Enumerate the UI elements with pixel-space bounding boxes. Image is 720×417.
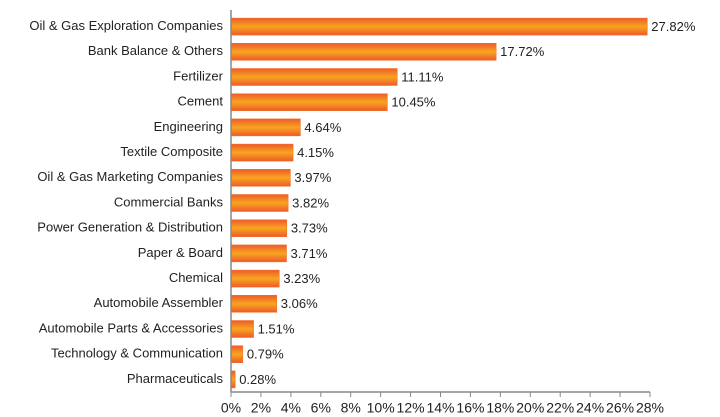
bar xyxy=(230,43,497,61)
x-tick-label: 12% xyxy=(397,400,425,416)
bar xyxy=(230,143,294,162)
y-tick-label: Paper & Board xyxy=(138,245,223,260)
data-label: 3.23% xyxy=(283,271,320,286)
x-tick-label: 14% xyxy=(426,400,454,416)
data-label: 3.71% xyxy=(291,246,328,261)
data-label: 1.51% xyxy=(258,321,295,336)
bar xyxy=(230,194,289,212)
data-label: 4.64% xyxy=(304,120,341,135)
y-tick-label: Pharmaceuticals xyxy=(127,371,224,386)
data-label: 0.28% xyxy=(239,372,276,387)
data-label: 3.97% xyxy=(294,170,331,185)
bar xyxy=(230,17,648,36)
y-tick-label: Chemical xyxy=(169,270,223,285)
data-label: 4.15% xyxy=(297,145,334,160)
y-tick-label: Automobile Parts & Accessories xyxy=(39,320,224,335)
x-tick-label: 4% xyxy=(281,400,301,416)
x-tick-label: 0% xyxy=(221,400,241,416)
y-tick-label: Power Generation & Distribution xyxy=(37,220,223,235)
data-label: 27.82% xyxy=(651,19,696,34)
x-tick-label: 2% xyxy=(251,400,271,416)
x-tick-label: 6% xyxy=(311,400,331,416)
data-label: 3.82% xyxy=(292,195,329,210)
bar xyxy=(230,269,280,288)
y-tick-label: Commercial Banks xyxy=(114,194,224,209)
data-label: 17.72% xyxy=(500,44,545,59)
y-tick-label: Technology & Communication xyxy=(51,346,223,361)
x-tick-label: 18% xyxy=(486,400,514,416)
y-tick-label: Oil & Gas Exploration Companies xyxy=(29,18,223,33)
bar xyxy=(230,68,398,86)
data-label: 3.06% xyxy=(281,296,318,311)
bar xyxy=(230,320,254,338)
x-tick-label: 16% xyxy=(456,400,484,416)
x-tick-label: 10% xyxy=(367,400,395,416)
x-tick-label: 24% xyxy=(576,400,604,416)
data-label: 3.73% xyxy=(291,221,328,236)
x-tick-label: 8% xyxy=(341,400,361,416)
bar xyxy=(230,93,388,111)
y-tick-label: Cement xyxy=(177,94,223,109)
data-label: 10.45% xyxy=(391,95,436,110)
bar xyxy=(230,295,278,313)
y-tick-label: Automobile Assembler xyxy=(94,295,224,310)
x-tick-label: 20% xyxy=(516,400,544,416)
y-tick-label: Fertilizer xyxy=(173,68,224,83)
data-label: 0.79% xyxy=(247,347,284,362)
x-tick-label: 28% xyxy=(636,400,664,416)
bar xyxy=(230,244,287,263)
bar xyxy=(230,219,288,237)
y-tick-label: Bank Balance & Others xyxy=(88,43,224,58)
y-tick-label: Textile Composite xyxy=(120,144,223,159)
x-tick-label: 22% xyxy=(546,400,574,416)
x-tick-label: 26% xyxy=(606,400,634,416)
y-tick-label: Engineering xyxy=(154,119,223,134)
y-tick-label: Oil & Gas Marketing Companies xyxy=(37,169,223,184)
data-label: 11.11% xyxy=(401,69,444,84)
bar xyxy=(230,345,244,363)
bar xyxy=(230,169,291,187)
bar xyxy=(230,118,301,137)
